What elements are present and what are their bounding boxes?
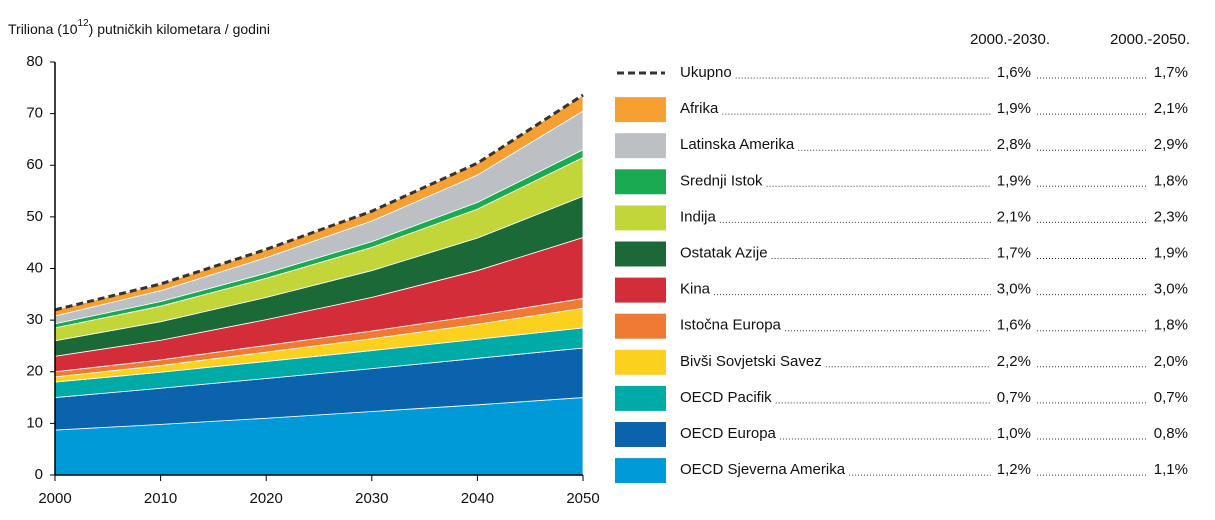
rate: 0,8%	[1154, 425, 1188, 442]
rate: 1,6%	[997, 64, 1031, 81]
y-tick-label: 70	[26, 105, 43, 122]
legend-swatch	[615, 349, 666, 375]
legend-label: OECD Europa	[680, 425, 777, 442]
rate: 2,0%	[1154, 353, 1188, 370]
legend-label: Latinska Amerika	[680, 136, 795, 153]
y-tick-label: 20	[26, 363, 43, 380]
legend-swatch	[615, 205, 666, 231]
legend-label: Afrika	[680, 100, 719, 117]
y-tick-label: 50	[26, 208, 43, 225]
rate: 0,7%	[1154, 389, 1188, 406]
x-tick-label: 2050	[566, 490, 599, 507]
rate: 2,2%	[997, 353, 1031, 370]
legend-label: OECD Pacifik	[680, 389, 772, 406]
rate-header: 2000.-2050.	[1110, 31, 1190, 48]
rate: 2,9%	[1154, 136, 1188, 153]
rate-header: 2000.-2030.	[970, 31, 1050, 48]
rate: 1,8%	[1154, 172, 1188, 189]
y-label-part: Triliona (10	[8, 21, 78, 37]
legend-label: Indija	[680, 208, 717, 225]
legend-swatch	[615, 422, 666, 447]
rate: 2,3%	[1154, 208, 1188, 225]
x-tick-label: 2040	[461, 490, 494, 507]
legend-swatch	[615, 169, 666, 195]
x-tick-label: 2020	[250, 490, 283, 507]
rate: 1,9%	[997, 172, 1031, 189]
legend-swatch	[615, 385, 666, 411]
rate: 0,7%	[997, 389, 1031, 406]
area	[54, 94, 584, 317]
rate: 2,8%	[997, 136, 1031, 153]
legend-label: Srednji Istok	[680, 172, 763, 189]
rate: 1,9%	[997, 100, 1031, 117]
rate: 1,1%	[1154, 461, 1188, 478]
legend-label: OECD Sjeverna Amerika	[680, 461, 846, 478]
legend-label: Bivši Sovjetski Savez	[680, 353, 822, 370]
legend-swatch	[615, 277, 666, 303]
y-tick-label: 0	[35, 466, 43, 483]
rate: 2,1%	[1154, 100, 1188, 117]
rate: 1,7%	[1154, 64, 1188, 81]
legend-swatch	[615, 133, 666, 159]
legend-swatch	[615, 313, 666, 339]
legend-label: Kina	[680, 281, 711, 298]
rate: 1,8%	[1154, 317, 1188, 334]
y-tick-label: 40	[26, 259, 43, 276]
x-tick-label: 2010	[144, 490, 177, 507]
y-tick-label: 30	[26, 311, 43, 328]
y-label-sup: 12	[78, 18, 90, 29]
rate: 1,9%	[1154, 244, 1188, 261]
x-tick-label: 2030	[355, 490, 388, 507]
rate: 2,1%	[997, 208, 1031, 225]
y-label-part: ) putničkih kilometara / godini	[89, 21, 270, 37]
legend-label: Istočna Europa	[680, 317, 782, 334]
y-tick-label: 60	[26, 156, 43, 173]
y-tick-label: 10	[26, 414, 43, 431]
y-tick-label: 80	[26, 53, 43, 70]
total-line	[54, 93, 584, 312]
legend-label: Ostatak Azije	[680, 244, 768, 261]
legend-swatch	[615, 97, 666, 123]
rate: 1,0%	[997, 425, 1031, 442]
rate: 3,0%	[997, 281, 1031, 298]
y-axis-label: Triliona (1012) putničkih kilometara / g…	[8, 18, 270, 37]
rate: 1,7%	[997, 244, 1031, 261]
x-tick-label: 2000	[38, 490, 71, 507]
rate: 1,6%	[997, 317, 1031, 334]
legend-label: Ukupno	[680, 64, 732, 81]
rate: 3,0%	[1154, 281, 1188, 298]
legend-swatch	[615, 458, 666, 484]
rate: 1,2%	[997, 461, 1031, 478]
legend-swatch	[615, 241, 666, 267]
